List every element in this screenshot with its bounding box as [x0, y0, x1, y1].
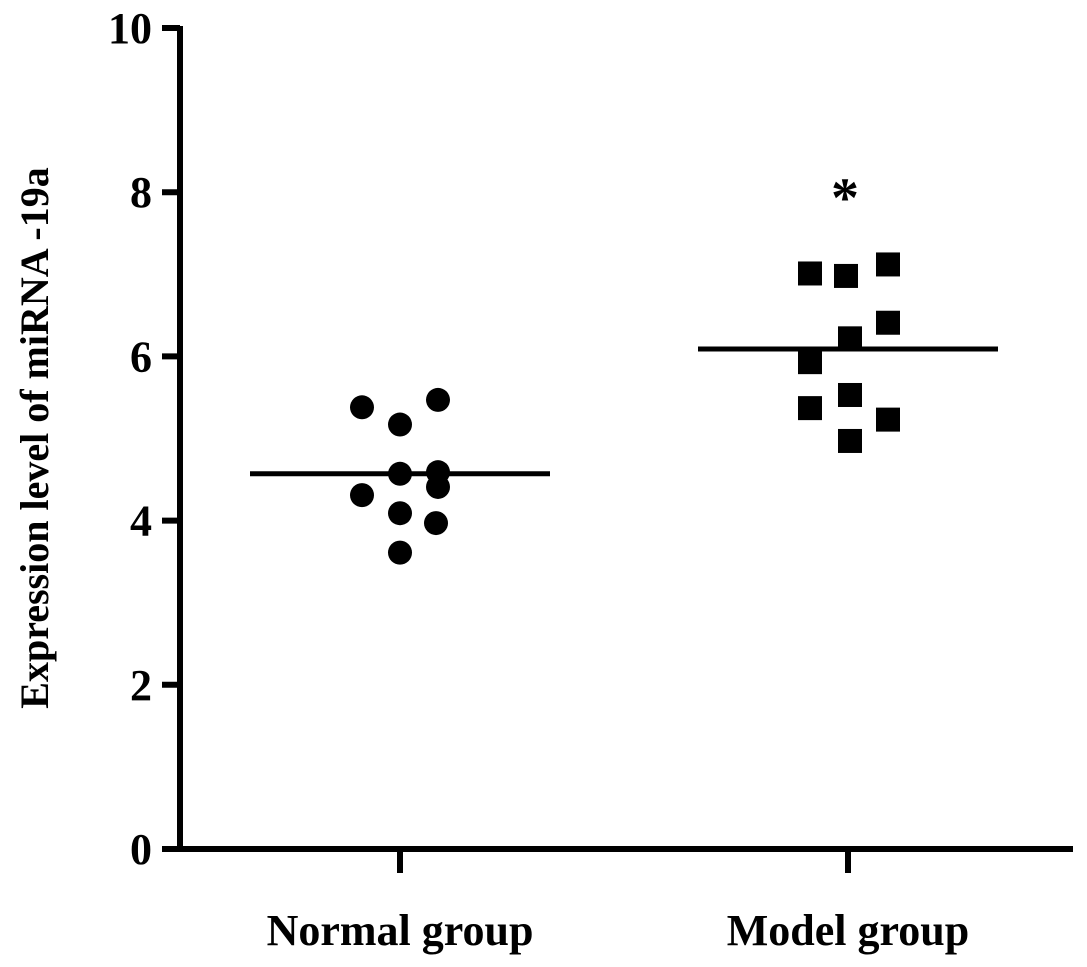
y-tick-label: 6 — [130, 332, 152, 381]
y-tick-label: 8 — [130, 168, 152, 217]
y-tick-label: 0 — [130, 825, 152, 874]
data-point-circle — [388, 540, 412, 565]
axes — [177, 26, 1073, 852]
data-point-square — [798, 350, 822, 375]
y-tick-label: 10 — [108, 4, 152, 53]
y-axis-title: Expression level of miRNA -19a — [12, 167, 57, 708]
x-ticks: Normal group Model group — [267, 849, 969, 955]
data-point-circle — [350, 483, 374, 508]
data-points: * — [250, 167, 998, 565]
x-category-label: Model group — [727, 906, 969, 955]
data-point-square — [838, 428, 862, 453]
y-tick-label: 4 — [130, 497, 152, 546]
data-point-circle — [424, 511, 448, 536]
data-point-circle — [388, 412, 412, 437]
data-point-square — [876, 310, 900, 335]
data-point-circle — [388, 501, 412, 526]
data-point-square — [838, 326, 862, 351]
y-ticks: 0 2 4 6 8 10 — [108, 4, 180, 874]
data-point-circle — [426, 474, 450, 499]
x-category-label: Normal group — [267, 906, 534, 955]
data-point-square — [834, 263, 858, 288]
y-tick-label: 2 — [130, 661, 152, 710]
data-point-square — [798, 261, 822, 286]
data-point-square — [876, 252, 900, 277]
data-point-square — [838, 382, 862, 407]
data-point-circle — [426, 387, 450, 412]
data-point-square — [798, 396, 822, 421]
data-point-circle — [350, 395, 374, 420]
data-point-square — [876, 407, 900, 432]
significance-marker: * — [831, 167, 859, 229]
